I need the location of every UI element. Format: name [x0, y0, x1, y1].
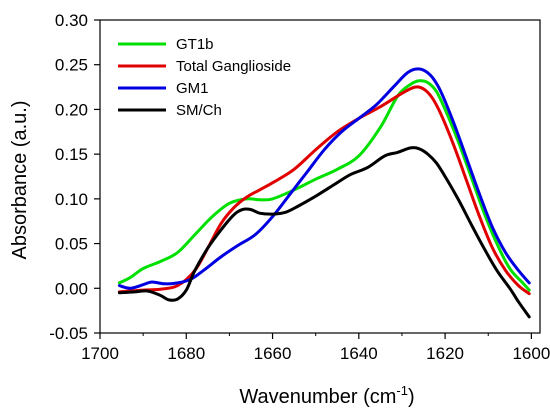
- y-tick-label: 0.30: [55, 11, 88, 30]
- legend-label: Total Ganglioside: [176, 58, 291, 75]
- axis-ticks: 1700 1680 1660 1640 1620 1600 -0.05 0.00 0.05 0.1…: [49, 11, 550, 363]
- plot-border: [99, 19, 541, 334]
- legend-label: SM/Ch: [176, 102, 222, 119]
- legend-label: GT1b: [176, 36, 214, 53]
- series-line-gm1: [117, 67, 531, 290]
- x-tick-label: 1700: [81, 344, 119, 363]
- y-axis-title: Absorbance (a.u.): [9, 101, 31, 260]
- series-line-sm-ch: [117, 146, 531, 319]
- x-axis-title: Wavenumber (cm-1): [239, 383, 414, 408]
- series-line-total-ganglioside: [117, 85, 531, 296]
- y-tick-label: 0.20: [55, 100, 88, 119]
- x-tick-label: 1620: [426, 344, 464, 363]
- y-tick-label: 0.00: [55, 279, 88, 298]
- legend-label: GM1: [176, 80, 209, 97]
- series-lines: [117, 67, 531, 319]
- plot-frame: [99, 19, 541, 334]
- y-tick-label: 0.15: [55, 145, 88, 164]
- x-tick-label: 1660: [254, 344, 292, 363]
- y-tick-label: -0.05: [49, 324, 88, 343]
- x-tick-label: 1640: [340, 344, 378, 363]
- y-tick-label: 0.25: [55, 56, 88, 75]
- x-axis-title-superscript: -1: [396, 383, 408, 398]
- x-axis-title-tail: ): [408, 386, 415, 408]
- x-axis-title-main: Wavenumber (cm: [239, 386, 396, 408]
- x-tick-label: 1680: [167, 344, 205, 363]
- legend: GT1b Total Ganglioside GM1 SM/Ch: [118, 36, 291, 119]
- y-tick-label: 0.05: [55, 235, 88, 254]
- x-tick-label: 1600: [512, 344, 550, 363]
- y-tick-label: 0.10: [55, 190, 88, 209]
- series-line-gt1b: [117, 79, 531, 292]
